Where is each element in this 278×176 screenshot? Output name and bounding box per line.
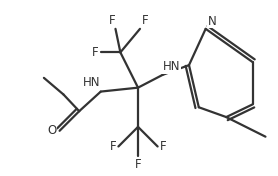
Text: HN: HN [163,60,180,73]
Text: F: F [142,14,148,27]
Text: F: F [92,46,99,59]
Text: O: O [48,124,57,137]
Text: HN: HN [83,76,101,89]
Text: N: N [208,15,216,28]
Text: F: F [109,14,115,27]
Text: F: F [110,140,116,153]
Text: F: F [135,158,141,171]
Text: F: F [160,140,166,153]
